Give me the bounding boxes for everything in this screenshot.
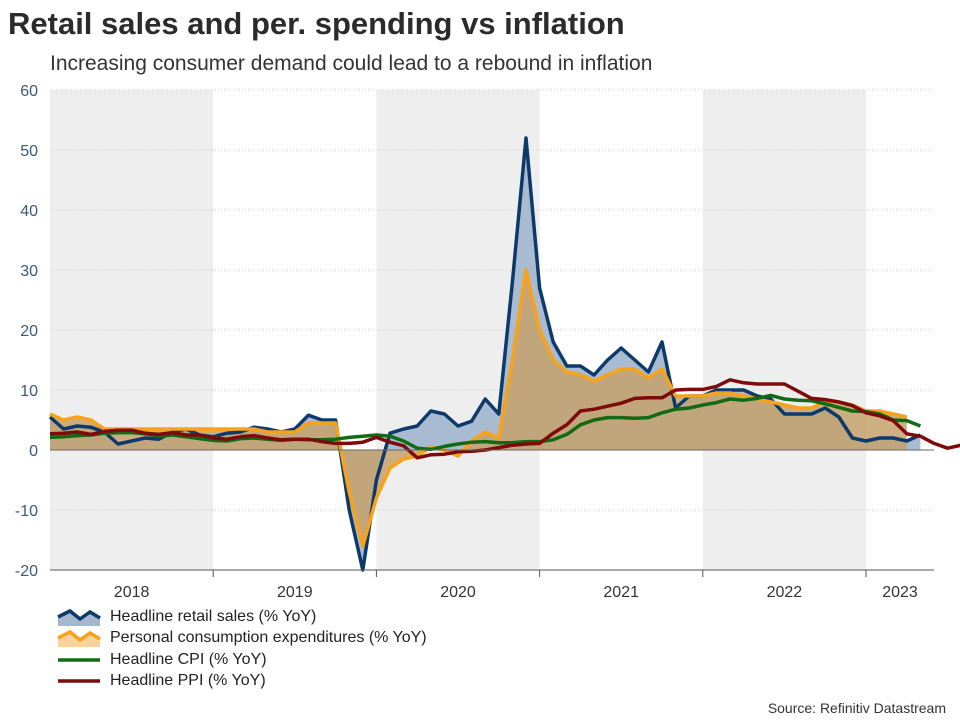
line-cpi <box>49 393 922 452</box>
legend-item-retail[interactable]: Headline retail sales (% YoY) <box>56 606 427 628</box>
x-tick-labels: 2018 2019 2020 2021 2022 2023 <box>114 584 918 600</box>
y-tick-label-60: 60 <box>20 83 38 100</box>
x-tick-label-2020: 2020 <box>440 584 476 600</box>
y-tick-label-50: 50 <box>20 143 38 160</box>
legend: Headline retail sales (% YoY) Personal c… <box>56 606 427 692</box>
area-fills <box>50 138 921 570</box>
area-pce <box>50 270 907 546</box>
chart-canvas: -20 -10 0 10 20 30 40 50 60 2018 2019 2020 2021 2022… <box>15 83 960 600</box>
legend-label-cpi: Headline CPI (% YoY) <box>110 650 267 668</box>
legend-item-pce[interactable]: Personal consumption expenditures (% YoY… <box>56 628 427 650</box>
legend-swatch-ppi <box>58 679 100 683</box>
x-tick-label-2018: 2018 <box>114 584 150 600</box>
axes <box>50 449 934 577</box>
chart-subtitle: Increasing consumer demand could lead to… <box>50 52 653 75</box>
legend-swatch-cpi <box>58 658 100 662</box>
x-tick-label-2023: 2023 <box>882 584 918 600</box>
x-tick-label-2021: 2021 <box>603 584 639 600</box>
legend-label-pce: Personal consumption expenditures (% YoY… <box>110 629 427 647</box>
x-tick-label-2019: 2019 <box>277 584 313 600</box>
y-tick-label-0: 0 <box>29 443 38 460</box>
legend-swatch-retail <box>57 608 101 626</box>
y-tick-label-40: 40 <box>20 203 38 220</box>
y-tick-label--20: -20 <box>15 563 38 580</box>
legend-item-cpi[interactable]: Headline CPI (% YoY) <box>56 649 427 671</box>
y-tick-label-30: 30 <box>20 263 38 280</box>
legend-label-retail: Headline retail sales (% YoY) <box>110 607 317 625</box>
line-ppi <box>49 378 960 460</box>
source-note: Source: Refinitiv Datastream <box>767 700 946 716</box>
y-tick-labels: -20 -10 0 10 20 30 40 50 60 <box>15 83 38 580</box>
series-lines <box>48 136 960 572</box>
y-tick-label-20: 20 <box>20 323 38 340</box>
x-tick-label-2022: 2022 <box>767 584 803 600</box>
line-pce <box>49 268 908 548</box>
chart-title: Retail sales and per. spending vs inflat… <box>8 6 625 41</box>
legend-label-ppi: Headline PPI (% YoY) <box>110 672 266 690</box>
y-tick-label-10: 10 <box>20 383 38 400</box>
legend-item-ppi[interactable]: Headline PPI (% YoY) <box>56 671 427 693</box>
legend-swatch-pce <box>57 630 101 648</box>
year-band-2022 <box>702 90 866 570</box>
y-tick-label--10: -10 <box>15 503 38 520</box>
